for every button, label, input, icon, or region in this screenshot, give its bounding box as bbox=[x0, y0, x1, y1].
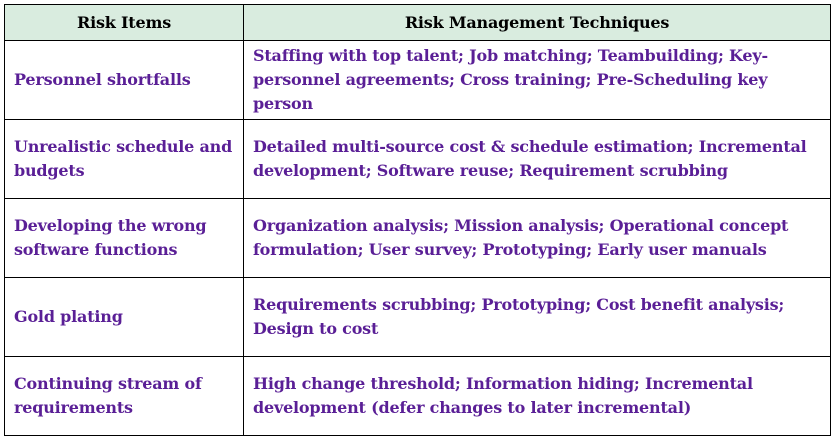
risk-item-cell: Gold plating bbox=[4, 277, 244, 357]
table-row: Unrealistic schedule and budgets Detaile… bbox=[4, 119, 831, 199]
risk-management-table: Risk Items Risk Management Techniques Pe… bbox=[4, 4, 831, 436]
risk-item-cell: Personnel shortfalls bbox=[4, 40, 244, 120]
header-risk-techniques: Risk Management Techniques bbox=[243, 4, 831, 41]
header-row: Risk Items Risk Management Techniques bbox=[4, 4, 831, 41]
technique-cell: Organization analysis; Mission analysis;… bbox=[243, 198, 831, 278]
technique-cell: Detailed multi-source cost & schedule es… bbox=[243, 119, 831, 199]
technique-cell: Staffing with top talent; Job matching; … bbox=[243, 40, 831, 120]
table-row: Gold plating Requirements scrubbing; Pro… bbox=[4, 277, 831, 357]
table-row: Personnel shortfalls Staffing with top t… bbox=[4, 40, 831, 120]
table-row: Continuing stream of requirements High c… bbox=[4, 356, 831, 436]
risk-item-cell: Developing the wrong software functions bbox=[4, 198, 244, 278]
risk-item-cell: Unrealistic schedule and budgets bbox=[4, 119, 244, 199]
technique-cell: High change threshold; Information hidin… bbox=[243, 356, 831, 436]
table-row: Developing the wrong software functions … bbox=[4, 198, 831, 278]
risk-item-cell: Continuing stream of requirements bbox=[4, 356, 244, 436]
technique-cell: Requirements scrubbing; Prototyping; Cos… bbox=[243, 277, 831, 357]
header-risk-items: Risk Items bbox=[4, 4, 244, 41]
